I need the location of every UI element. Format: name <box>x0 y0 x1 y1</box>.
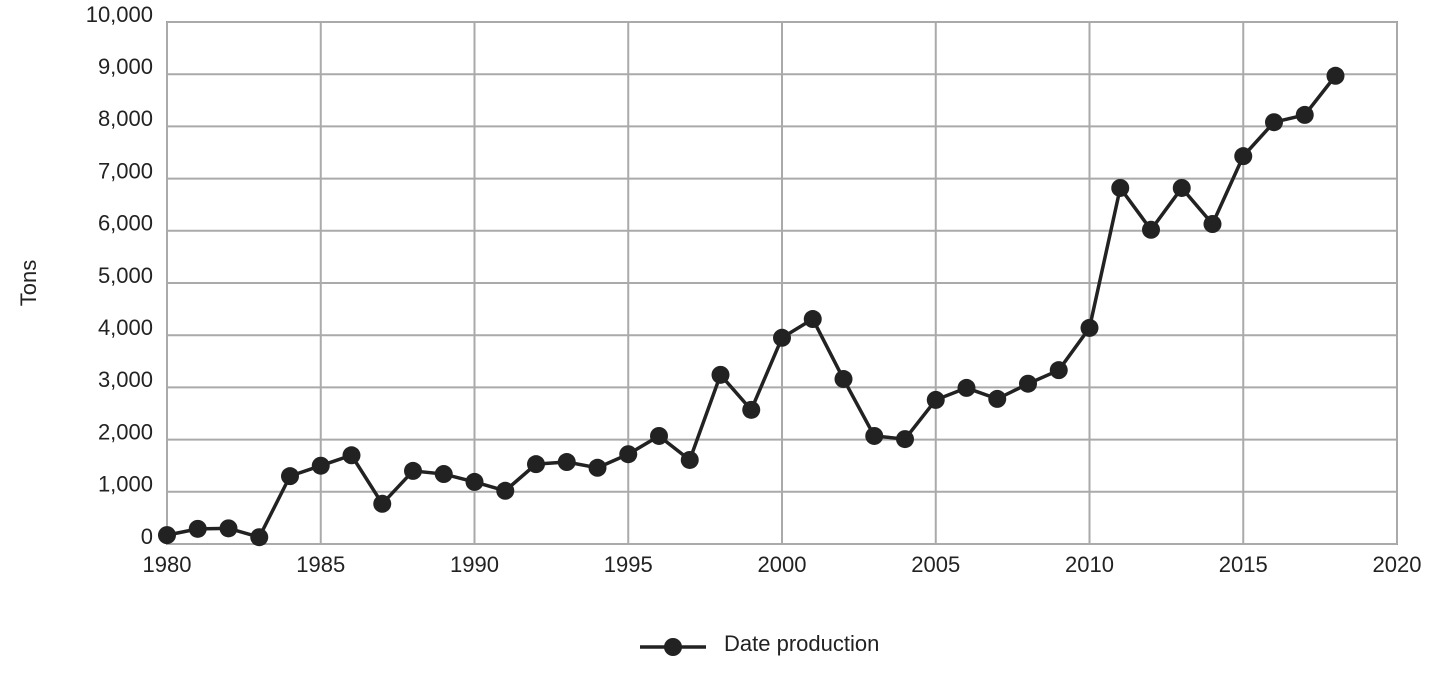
data-point <box>1172 178 1191 197</box>
data-point <box>527 455 545 474</box>
data-point <box>434 465 453 484</box>
data-point <box>650 426 668 445</box>
data-point <box>1295 105 1314 124</box>
data-point <box>373 494 392 513</box>
data-point <box>1142 220 1160 239</box>
data-point <box>896 430 914 449</box>
y-tick-label: 10,000 <box>86 2 153 27</box>
x-tick-label: 1980 <box>143 552 192 577</box>
y-tick-label: 4,000 <box>98 315 153 340</box>
y-tick-label: 8,000 <box>98 106 153 131</box>
data-point <box>1080 318 1099 337</box>
data-point <box>158 526 176 545</box>
data-point <box>988 389 1007 408</box>
data-point <box>1111 178 1130 197</box>
data-point <box>219 519 238 538</box>
y-tick-label: 6,000 <box>98 211 153 236</box>
data-point <box>188 519 207 538</box>
x-tick-label: 2005 <box>911 552 960 577</box>
y-tick-label: 3,000 <box>98 367 153 392</box>
data-point <box>311 456 330 475</box>
x-tick-label: 2020 <box>1373 552 1422 577</box>
data-point <box>742 400 761 419</box>
data-point <box>1049 361 1068 380</box>
legend-label: Date production <box>724 631 879 656</box>
x-tick-label: 1985 <box>296 552 345 577</box>
data-point <box>281 467 299 486</box>
data-point <box>834 370 853 389</box>
data-point <box>465 472 484 491</box>
data-point <box>680 450 699 469</box>
y-axis-label: Tons <box>16 260 41 306</box>
y-tick-label: 0 <box>141 524 153 549</box>
y-tick-label: 1,000 <box>98 472 153 497</box>
y-tick-label: 7,000 <box>98 158 153 183</box>
data-point <box>1234 147 1253 166</box>
data-point <box>1203 215 1222 234</box>
data-line <box>166 74 1337 540</box>
legend-marker <box>664 638 682 656</box>
data-point <box>588 458 607 477</box>
data-point <box>1265 113 1283 132</box>
data-point <box>250 528 269 547</box>
data-point <box>557 453 576 472</box>
data-point <box>1326 66 1345 85</box>
data-point <box>926 390 945 409</box>
x-tick-label: 1995 <box>604 552 653 577</box>
data-point <box>773 328 791 347</box>
data-point <box>496 481 515 500</box>
data-point <box>342 446 361 465</box>
y-tick-label: 5,000 <box>98 263 153 288</box>
data-point <box>865 426 884 445</box>
y-tick-label: 9,000 <box>98 54 153 79</box>
x-tick-label: 2000 <box>758 552 807 577</box>
x-tick-label: 1990 <box>450 552 499 577</box>
data-point <box>711 365 730 384</box>
data-point <box>619 445 638 464</box>
data-point <box>1019 374 1037 393</box>
data-point <box>404 461 422 480</box>
data-point <box>803 310 822 329</box>
x-tick-label: 2015 <box>1219 552 1268 577</box>
data-point <box>957 378 976 397</box>
x-tick-label: 2010 <box>1065 552 1114 577</box>
y-tick-label: 2,000 <box>98 419 153 444</box>
